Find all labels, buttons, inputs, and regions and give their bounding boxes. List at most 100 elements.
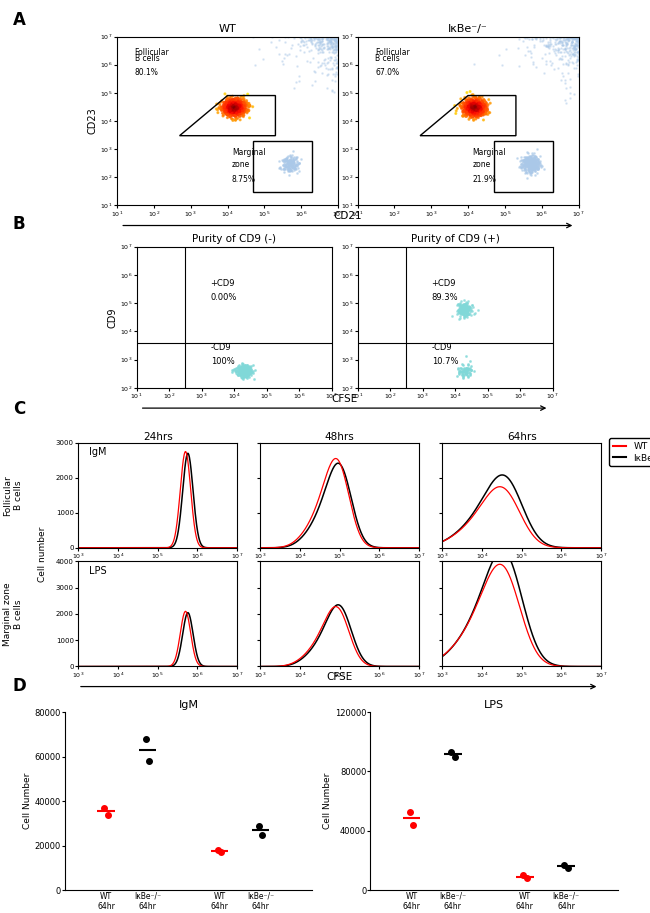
Point — [287, 158, 297, 173]
Point — [244, 366, 254, 381]
Point — [224, 100, 234, 115]
Point — [235, 364, 245, 379]
Point — [520, 155, 530, 170]
Point — [237, 364, 248, 379]
Point — [231, 95, 242, 110]
Point — [458, 307, 469, 321]
Point — [462, 306, 473, 320]
Point — [476, 102, 486, 117]
Point — [477, 94, 488, 109]
Point — [521, 155, 532, 170]
Point — [227, 97, 237, 111]
Point — [326, 30, 336, 45]
Point — [464, 103, 474, 118]
Point — [461, 301, 471, 316]
Point — [229, 103, 240, 118]
Point — [522, 144, 532, 159]
Point — [226, 104, 236, 119]
Point — [243, 368, 254, 383]
Point — [530, 155, 540, 170]
Point — [465, 109, 475, 123]
Point — [466, 97, 476, 111]
Point — [233, 93, 243, 108]
Point — [238, 101, 248, 116]
Point — [467, 110, 478, 124]
Point — [228, 98, 239, 112]
Point — [528, 152, 539, 166]
Point — [223, 101, 233, 116]
Point — [478, 97, 488, 111]
Point — [459, 363, 469, 378]
Point — [233, 105, 244, 120]
Point — [523, 159, 534, 173]
Point — [465, 302, 475, 317]
Point — [534, 155, 544, 170]
Point — [473, 101, 484, 116]
Point — [227, 103, 237, 118]
Point — [465, 91, 475, 106]
Point — [235, 94, 246, 109]
Point — [309, 31, 319, 46]
Point — [282, 156, 293, 171]
Point — [278, 162, 289, 176]
Point — [242, 362, 252, 377]
Point — [458, 299, 469, 314]
Point — [471, 108, 482, 122]
Point — [476, 101, 486, 116]
Point — [460, 98, 471, 112]
Point — [477, 94, 488, 109]
Point — [528, 156, 538, 171]
Point — [569, 39, 579, 54]
Point — [305, 54, 315, 68]
Point — [527, 159, 538, 173]
Point — [318, 41, 329, 56]
Point — [462, 94, 473, 109]
Point — [469, 98, 480, 112]
Point — [461, 304, 471, 319]
Point — [562, 37, 572, 52]
Point — [468, 104, 478, 119]
Point — [299, 35, 309, 49]
Point — [459, 299, 469, 313]
Point — [303, 29, 313, 44]
Point — [244, 98, 255, 112]
Point — [238, 361, 248, 375]
Point — [469, 100, 480, 114]
Point — [526, 152, 536, 167]
Point — [544, 40, 554, 55]
Point — [248, 364, 258, 379]
Point — [527, 158, 538, 173]
Point — [471, 106, 482, 121]
Point — [233, 358, 243, 373]
Point — [278, 153, 289, 168]
Point — [245, 361, 255, 375]
Point — [469, 98, 479, 112]
Point — [226, 103, 236, 118]
Point — [571, 34, 582, 48]
Point — [306, 35, 316, 49]
Point — [571, 34, 582, 48]
Point — [463, 93, 474, 108]
Point — [530, 156, 541, 171]
Point — [235, 100, 246, 115]
Point — [302, 30, 312, 45]
Point — [234, 94, 244, 109]
Point — [289, 152, 300, 167]
Point — [463, 293, 473, 308]
Point — [218, 100, 229, 115]
Point — [282, 158, 293, 173]
Point — [463, 90, 474, 105]
Point — [456, 303, 466, 318]
Point — [233, 365, 244, 380]
Point — [471, 93, 482, 108]
Point — [223, 100, 233, 115]
Point — [232, 100, 242, 115]
Point — [235, 98, 246, 112]
Point — [474, 101, 484, 116]
Point — [478, 92, 489, 107]
Point — [566, 29, 576, 44]
Point — [231, 92, 241, 107]
Point — [237, 364, 248, 379]
Point — [473, 100, 483, 115]
Point — [289, 152, 300, 166]
